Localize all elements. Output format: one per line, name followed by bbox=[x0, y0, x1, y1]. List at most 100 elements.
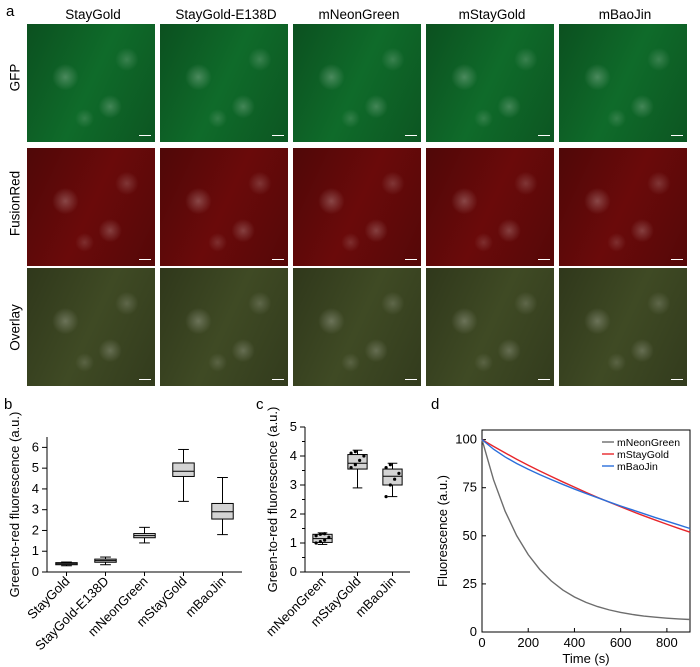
micrograph-tile bbox=[426, 24, 554, 142]
micrograph-tile bbox=[559, 268, 687, 386]
x-tick-label: 400 bbox=[564, 635, 586, 650]
y-tick-label: 2 bbox=[32, 522, 39, 537]
scale-bar bbox=[272, 258, 284, 260]
x-tick-label: 800 bbox=[656, 635, 678, 650]
legend-label: mStayGold bbox=[617, 449, 669, 461]
row-label: FusionRed bbox=[7, 170, 23, 237]
micrograph-tile bbox=[293, 148, 421, 266]
panel-d-label: d bbox=[431, 396, 440, 413]
row-label: Overlay bbox=[7, 304, 23, 351]
data-point bbox=[388, 463, 392, 467]
scale-bar bbox=[405, 378, 417, 380]
data-point bbox=[353, 463, 357, 467]
box bbox=[172, 462, 195, 477]
data-point bbox=[318, 532, 322, 536]
chart-d: 0 200 400 600 800 0 25 50 75 100 Time (s) Fluoresce… bbox=[435, 429, 691, 666]
y-tick-label: 4 bbox=[290, 448, 297, 463]
y-tick-label: 75 bbox=[463, 480, 477, 495]
box bbox=[347, 454, 368, 470]
scale-bar bbox=[538, 134, 550, 136]
x-axis-label: Time (s) bbox=[562, 651, 609, 666]
micrograph-tile bbox=[160, 268, 288, 386]
series-line-mStayGold bbox=[481, 439, 691, 533]
y-tick-label: 3 bbox=[290, 477, 297, 492]
row-label: GFP bbox=[7, 63, 23, 92]
legend-label: mBaoJin bbox=[617, 461, 658, 473]
data-point bbox=[397, 471, 401, 475]
data-point bbox=[362, 454, 366, 458]
y-tick-label: 2 bbox=[290, 506, 297, 521]
scale-bar bbox=[405, 258, 417, 260]
panel-a-label: a bbox=[6, 3, 15, 20]
scale-bar bbox=[139, 258, 151, 260]
data-point bbox=[388, 483, 392, 487]
y-tick-label: 25 bbox=[463, 576, 477, 591]
data-point bbox=[314, 541, 318, 545]
data-point bbox=[358, 458, 362, 462]
y-tick-label: 0 bbox=[32, 564, 39, 579]
column-header: mStayGold bbox=[458, 7, 526, 22]
micrograph-tile bbox=[559, 148, 687, 266]
series-line-mBaoJin bbox=[481, 439, 691, 530]
scale-bar bbox=[671, 258, 683, 260]
micrograph-tile bbox=[160, 148, 288, 266]
box bbox=[211, 502, 234, 520]
micrograph-tile bbox=[27, 148, 155, 266]
data-point bbox=[323, 532, 327, 536]
box bbox=[382, 468, 403, 486]
y-tick-label: 100 bbox=[455, 432, 477, 447]
data-point bbox=[349, 466, 353, 470]
legend-label: mNeonGreen bbox=[617, 437, 680, 449]
scale-bar bbox=[139, 378, 151, 380]
x-tick-label: 0 bbox=[478, 635, 485, 650]
y-axis-label: Green-to-red fluorescence (a.u.) bbox=[265, 407, 280, 593]
micrograph-tile bbox=[293, 24, 421, 142]
data-point bbox=[384, 466, 388, 470]
panel-b-label: b bbox=[4, 396, 13, 413]
y-axis-label: Green-to-red fluorescence (a.u.) bbox=[7, 412, 22, 598]
y-axis-label: Fluorescence (a.u.) bbox=[435, 475, 450, 587]
data-point bbox=[314, 534, 318, 538]
y-tick-label: 3 bbox=[32, 502, 39, 517]
scale-bar bbox=[272, 378, 284, 380]
y-tick-label: 5 bbox=[32, 460, 39, 475]
data-point bbox=[318, 539, 322, 544]
series-line-mNeonGreen bbox=[481, 439, 691, 621]
scale-bar bbox=[405, 134, 417, 136]
scale-bar bbox=[671, 378, 683, 380]
scale-bar bbox=[538, 258, 550, 260]
micrograph-tile bbox=[27, 24, 155, 142]
x-tick-label: mBaoJin bbox=[182, 574, 228, 620]
scale-bar bbox=[272, 134, 284, 136]
micrograph-tile bbox=[27, 268, 155, 386]
data-point bbox=[384, 495, 388, 499]
micrograph-tile bbox=[426, 148, 554, 266]
data-point bbox=[349, 451, 353, 455]
x-tick-label: 200 bbox=[517, 635, 539, 650]
column-header: mNeonGreen bbox=[318, 7, 400, 22]
plot-frame bbox=[481, 429, 691, 633]
y-tick-label: 50 bbox=[463, 528, 477, 543]
micrograph-tile bbox=[426, 268, 554, 386]
scale-bar bbox=[139, 134, 151, 136]
scale-bar bbox=[671, 134, 683, 136]
y-tick-label: 5 bbox=[290, 419, 297, 434]
data-point bbox=[327, 535, 331, 539]
data-point bbox=[323, 538, 327, 542]
micrograph-tile bbox=[293, 268, 421, 386]
y-tick-label: 4 bbox=[32, 481, 39, 496]
y-tick-label: 1 bbox=[290, 535, 297, 550]
column-header: mBaoJin bbox=[598, 7, 652, 22]
data-point bbox=[353, 450, 357, 454]
micrograph-tile bbox=[160, 24, 288, 142]
y-tick-label: 6 bbox=[32, 439, 39, 454]
y-tick-label: 0 bbox=[470, 624, 477, 639]
micrograph-tile bbox=[559, 24, 687, 142]
x-tick-label: 600 bbox=[610, 635, 632, 650]
column-header: StayGold-E138D bbox=[175, 7, 277, 22]
column-header: StayGold bbox=[65, 7, 121, 22]
y-tick-label: 1 bbox=[32, 543, 39, 558]
panel-c-label: c bbox=[256, 396, 264, 413]
